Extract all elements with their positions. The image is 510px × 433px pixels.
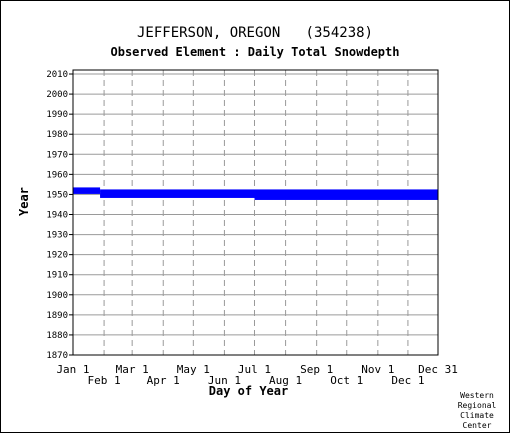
y-tick-label: 1880 bbox=[46, 331, 68, 341]
x-tick-label: Feb 1 bbox=[88, 374, 121, 387]
y-tick-label: 1900 bbox=[46, 291, 68, 301]
credit-text: Western Regional Climate Center bbox=[447, 391, 507, 431]
x-tick-label: Jun 1 bbox=[208, 374, 241, 387]
data-point bbox=[73, 191, 101, 194]
y-tick-label: 1970 bbox=[46, 150, 68, 160]
credit-line: Center bbox=[462, 421, 492, 430]
data-point bbox=[100, 193, 439, 196]
y-tick-label: 1910 bbox=[46, 271, 68, 281]
x-axis-label: Day of Year bbox=[208, 384, 289, 398]
data-point bbox=[73, 187, 101, 190]
y-axis-label: Year bbox=[17, 187, 31, 216]
credit-line: Western bbox=[460, 391, 494, 400]
x-tick-label: Dec 1 bbox=[391, 374, 424, 387]
x-tick-label: Jul 1 bbox=[238, 363, 271, 376]
y-tick-label: 2010 bbox=[46, 70, 68, 80]
x-tick-label: Nov 1 bbox=[361, 363, 394, 376]
y-tick-label: 1890 bbox=[46, 311, 68, 321]
y-tick-label: 1950 bbox=[46, 190, 68, 200]
y-tick-label: 1930 bbox=[46, 231, 68, 241]
data-point bbox=[100, 191, 439, 194]
y-tick-label: 2000 bbox=[46, 90, 68, 100]
y-tick-label: 1920 bbox=[46, 251, 68, 261]
data-point bbox=[73, 189, 101, 192]
data-point bbox=[100, 189, 439, 192]
y-tick-label: 1940 bbox=[46, 211, 68, 221]
credit-line: Regional bbox=[457, 401, 497, 410]
y-tick-label: 1980 bbox=[46, 130, 68, 140]
plot-border bbox=[72, 69, 439, 356]
y-tick-label: 1960 bbox=[46, 170, 68, 180]
x-tick-label: Aug 1 bbox=[269, 374, 302, 387]
x-tick-label: Jan 1 bbox=[56, 363, 89, 376]
x-tick-label: Sep 1 bbox=[300, 363, 333, 376]
x-tick-label: Apr 1 bbox=[147, 374, 180, 387]
x-tick-label: May 1 bbox=[177, 363, 210, 376]
credit-line: Climate bbox=[460, 411, 494, 420]
x-tick-label: Mar 1 bbox=[116, 363, 149, 376]
data-point bbox=[254, 197, 438, 200]
chart-subtitle: Observed Element : Daily Total Snowdepth bbox=[110, 45, 400, 59]
x-tick-label: Oct 1 bbox=[330, 374, 363, 387]
chart-title: JEFFERSON, OREGON (354238) bbox=[136, 25, 373, 41]
y-tick-label: 1870 bbox=[46, 351, 68, 361]
data-point bbox=[100, 195, 439, 198]
x-tick-label: Dec 31 bbox=[418, 363, 458, 376]
y-tick-label: 1990 bbox=[46, 110, 68, 120]
